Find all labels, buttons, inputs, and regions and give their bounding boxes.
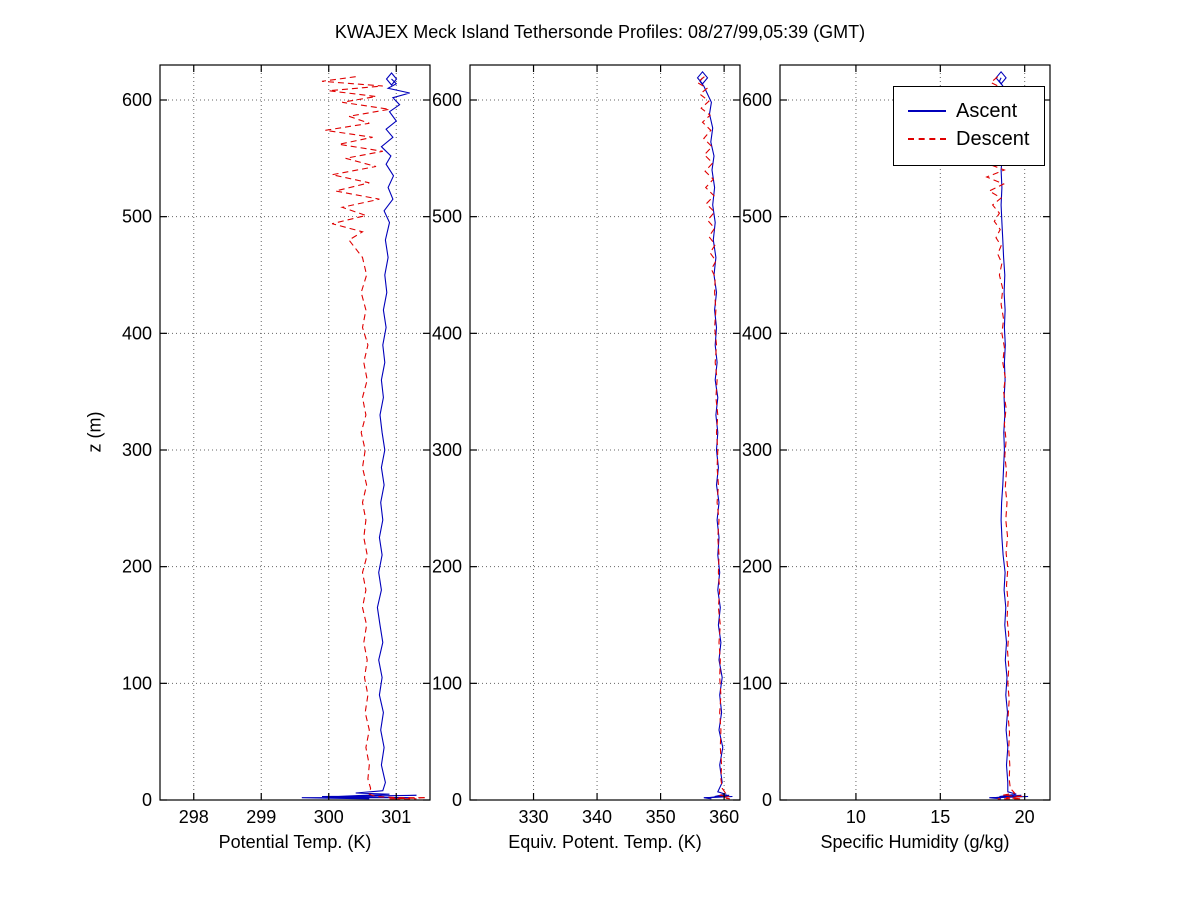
svg-text:500: 500 — [742, 207, 772, 227]
x-axis-label-specific-humidity: Specific Humidity (g/kg) — [820, 832, 1010, 852]
legend-label-ascent: Ascent — [956, 100, 1018, 122]
y-axis-label: z (m) — [84, 411, 105, 453]
svg-text:360: 360 — [709, 807, 739, 827]
svg-text:20: 20 — [1015, 807, 1035, 827]
svg-text:400: 400 — [742, 323, 772, 343]
svg-text:0: 0 — [762, 790, 772, 810]
descent-line-sample — [908, 138, 946, 140]
svg-text:299: 299 — [246, 807, 276, 827]
svg-text:200: 200 — [122, 557, 152, 577]
figure-title: KWAJEX Meck Island Tethersonde Profiles:… — [334, 22, 866, 42]
legend-item-ascent: Ascent — [908, 97, 1032, 125]
svg-text:600: 600 — [432, 90, 462, 110]
x-axis-label-equiv-potent-temp: Equiv. Potent. Temp. (K) — [508, 832, 702, 852]
ascent-line-sample — [908, 110, 946, 112]
legend-item-descent: Descent — [908, 125, 1032, 153]
svg-text:301: 301 — [381, 807, 411, 827]
svg-text:0: 0 — [142, 790, 152, 810]
svg-text:500: 500 — [432, 207, 462, 227]
svg-text:200: 200 — [742, 557, 772, 577]
svg-text:400: 400 — [122, 323, 152, 343]
svg-text:300: 300 — [314, 807, 344, 827]
svg-text:300: 300 — [122, 440, 152, 460]
legend-label-descent: Descent — [956, 128, 1030, 150]
svg-text:330: 330 — [519, 807, 549, 827]
svg-text:15: 15 — [930, 807, 950, 827]
svg-text:500: 500 — [122, 207, 152, 227]
svg-text:298: 298 — [179, 807, 209, 827]
svg-text:100: 100 — [432, 673, 462, 693]
svg-text:600: 600 — [122, 90, 152, 110]
svg-text:200: 200 — [432, 557, 462, 577]
svg-text:400: 400 — [432, 323, 462, 343]
x-axis-label-potential-temp: Potential Temp. (K) — [218, 832, 372, 852]
svg-text:100: 100 — [742, 673, 772, 693]
svg-text:300: 300 — [742, 440, 772, 460]
svg-text:350: 350 — [646, 807, 676, 827]
svg-text:0: 0 — [452, 790, 462, 810]
svg-text:100: 100 — [122, 673, 152, 693]
svg-text:10: 10 — [846, 807, 866, 827]
svg-text:300: 300 — [432, 440, 462, 460]
svg-text:340: 340 — [582, 807, 612, 827]
svg-text:600: 600 — [742, 90, 772, 110]
legend: Ascent Descent — [893, 86, 1045, 166]
